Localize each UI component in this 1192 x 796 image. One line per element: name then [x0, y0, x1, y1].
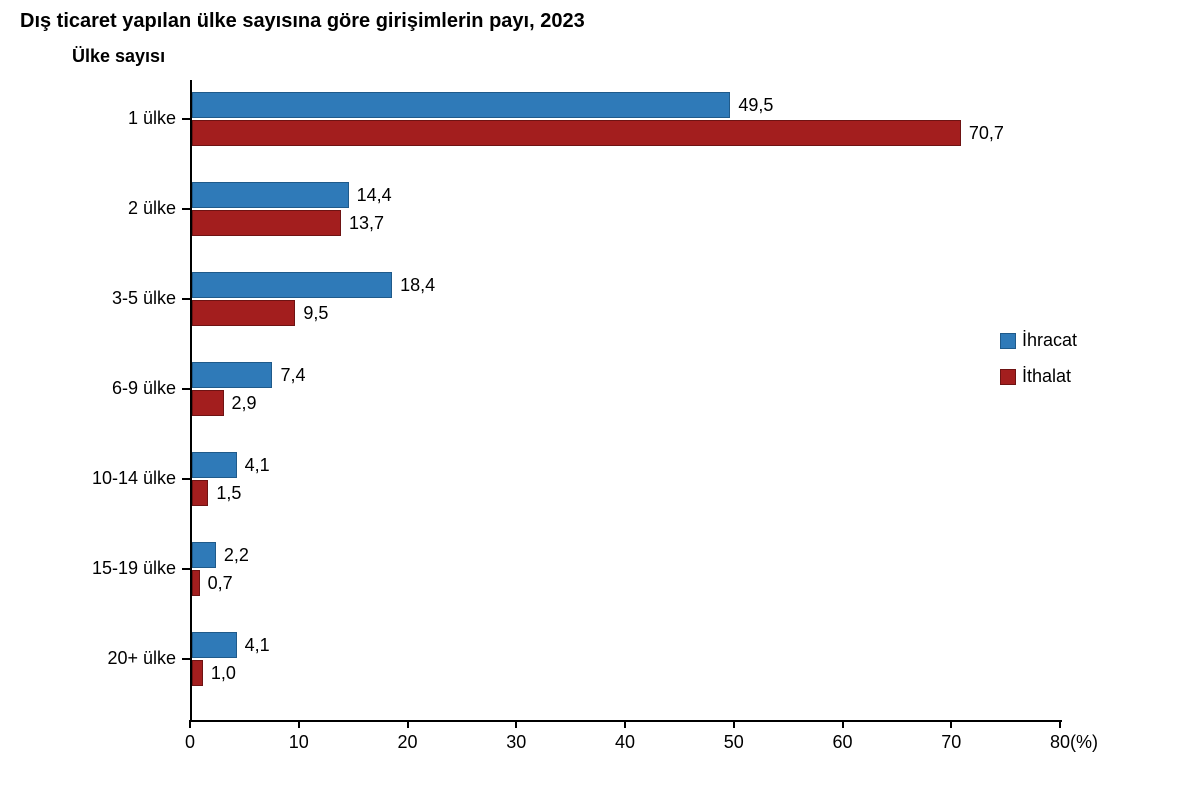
- bar-value-label: 18,4: [400, 275, 435, 296]
- x-tick-label: 0: [185, 732, 195, 753]
- x-tick-mark: [189, 720, 191, 728]
- bar: [192, 300, 295, 326]
- bar-value-label: 4,1: [245, 635, 270, 656]
- bar: [192, 182, 349, 208]
- bar: [192, 120, 961, 146]
- legend-item: İthalat: [1000, 366, 1071, 387]
- x-tick-label: 80: [1050, 732, 1070, 753]
- x-tick-label: 70: [941, 732, 961, 753]
- category-label: 10-14 ülke: [0, 468, 176, 489]
- bar-value-label: 70,7: [969, 123, 1004, 144]
- x-tick-label: 40: [615, 732, 635, 753]
- y-tick-mark: [182, 478, 190, 480]
- y-tick-mark: [182, 208, 190, 210]
- x-tick-mark: [515, 720, 517, 728]
- bar-value-label: 9,5: [303, 303, 328, 324]
- page: Dış ticaret yapılan ülke sayısına göre g…: [0, 0, 1192, 796]
- legend-swatch: [1000, 333, 1016, 349]
- x-tick-mark: [733, 720, 735, 728]
- bar-value-label: 14,4: [357, 185, 392, 206]
- bar: [192, 542, 216, 568]
- legend-label: İhracat: [1022, 330, 1077, 351]
- category-label: 2 ülke: [0, 198, 176, 219]
- y-tick-mark: [182, 568, 190, 570]
- x-tick-mark: [842, 720, 844, 728]
- bar: [192, 390, 224, 416]
- x-tick-mark: [407, 720, 409, 728]
- x-tick-label: 10: [289, 732, 309, 753]
- bar-value-label: 1,0: [211, 663, 236, 684]
- bar: [192, 660, 203, 686]
- bar-value-label: 2,2: [224, 545, 249, 566]
- bar-value-label: 2,9: [232, 393, 257, 414]
- bar-value-label: 13,7: [349, 213, 384, 234]
- y-tick-mark: [182, 388, 190, 390]
- bar: [192, 632, 237, 658]
- bar: [192, 362, 272, 388]
- category-label: 6-9 ülke: [0, 378, 176, 399]
- category-label: 15-19 ülke: [0, 558, 176, 579]
- bar-chart: (%) İhracat İthalat 0 10 20 30 40 50 60 70 80 1 ül…: [0, 0, 1192, 796]
- category-label: 20+ ülke: [0, 648, 176, 669]
- bar-value-label: 0,7: [208, 573, 233, 594]
- x-tick-mark: [950, 720, 952, 728]
- x-tick-label: 60: [832, 732, 852, 753]
- bar: [192, 92, 730, 118]
- bar: [192, 272, 392, 298]
- bar: [192, 480, 208, 506]
- bar-value-label: 4,1: [245, 455, 270, 476]
- bar-value-label: 49,5: [738, 95, 773, 116]
- x-tick-mark: [624, 720, 626, 728]
- bar-value-label: 7,4: [280, 365, 305, 386]
- category-label: 1 ülke: [0, 108, 176, 129]
- x-tick-label: 50: [724, 732, 744, 753]
- x-tick-mark: [298, 720, 300, 728]
- x-tick-label: 30: [506, 732, 526, 753]
- bar: [192, 210, 341, 236]
- legend-item: İhracat: [1000, 330, 1077, 351]
- x-tick-label: 20: [397, 732, 417, 753]
- y-tick-mark: [182, 298, 190, 300]
- x-axis-label: (%): [1070, 732, 1098, 753]
- legend-swatch: [1000, 369, 1016, 385]
- bar: [192, 570, 200, 596]
- x-tick-mark: [1059, 720, 1061, 728]
- legend-label: İthalat: [1022, 366, 1071, 387]
- bar: [192, 452, 237, 478]
- bar-value-label: 1,5: [216, 483, 241, 504]
- y-tick-mark: [182, 658, 190, 660]
- plot-area: [190, 80, 1062, 722]
- category-label: 3-5 ülke: [0, 288, 176, 309]
- y-tick-mark: [182, 118, 190, 120]
